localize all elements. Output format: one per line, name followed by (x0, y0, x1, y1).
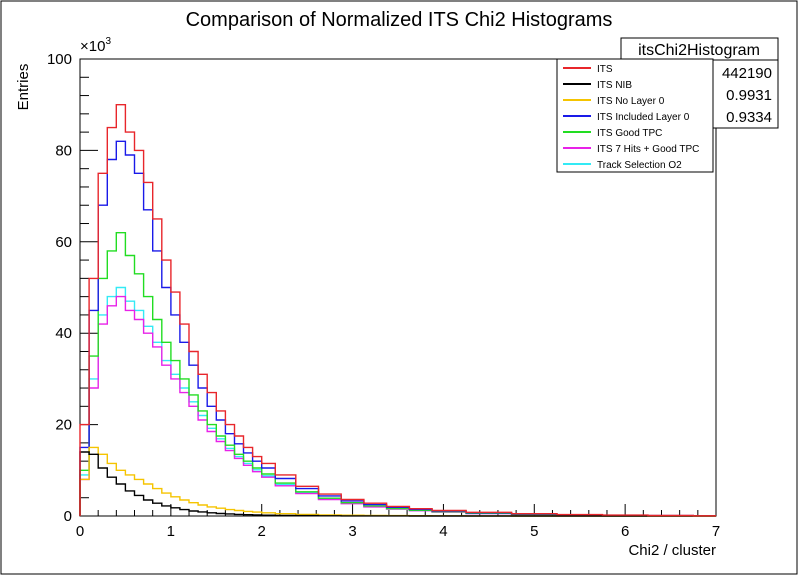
y-tick-label: 60 (55, 234, 72, 251)
y-exponent-base: ×10 (80, 38, 105, 55)
y-exponent-label: ×103 (80, 36, 111, 55)
stats-box-title: itsChi2Histogram (638, 42, 760, 59)
x-tick-label: 3 (348, 523, 356, 540)
series-layer (79, 104, 716, 517)
series-line-0 (79, 104, 716, 517)
series-line-1 (79, 451, 716, 517)
series-line-3 (79, 140, 716, 517)
x-axis-label: Chi2 / cluster (628, 542, 716, 559)
legend-label: ITS NIB (597, 80, 632, 91)
y-axis-label: Entries (15, 64, 32, 111)
stats-value-entries: 442190 (722, 65, 772, 82)
legend-label: ITS Included Layer 0 (597, 112, 690, 123)
legend-label: Track Selection O2 (597, 160, 682, 171)
x-tick-label: 2 (258, 523, 266, 540)
x-tick-label: 1 (167, 523, 175, 540)
x-tick-label: 5 (530, 523, 538, 540)
stats-value-stddev: 0.9334 (726, 109, 772, 126)
series-line-5 (79, 295, 716, 517)
y-tick-label: 100 (47, 51, 72, 68)
x-tick-label: 6 (621, 523, 629, 540)
x-tick-label: 7 (712, 523, 720, 540)
legend-label: ITS No Layer 0 (597, 96, 665, 107)
x-tick-label: 4 (439, 523, 447, 540)
legend-label: ITS Good TPC (597, 128, 662, 139)
y-tick-label: 40 (55, 325, 72, 342)
y-tick-label: 20 (55, 417, 72, 434)
stats-value-mean: 0.9931 (726, 87, 772, 104)
legend-label: ITS 7 Hits + Good TPC (597, 144, 699, 155)
chart-title: Comparison of Normalized ITS Chi2 Histog… (186, 9, 613, 31)
series-line-6 (79, 286, 716, 517)
legend-label: ITS (597, 64, 613, 75)
y-exponent-power: 3 (105, 36, 111, 47)
x-tick-label: 0 (76, 523, 84, 540)
legend: ITS ITS NIB ITS No Layer 0 ITS Included Lay… (556, 58, 714, 173)
y-tick-label: 0 (64, 508, 72, 525)
y-tick-label: 80 (55, 142, 72, 159)
